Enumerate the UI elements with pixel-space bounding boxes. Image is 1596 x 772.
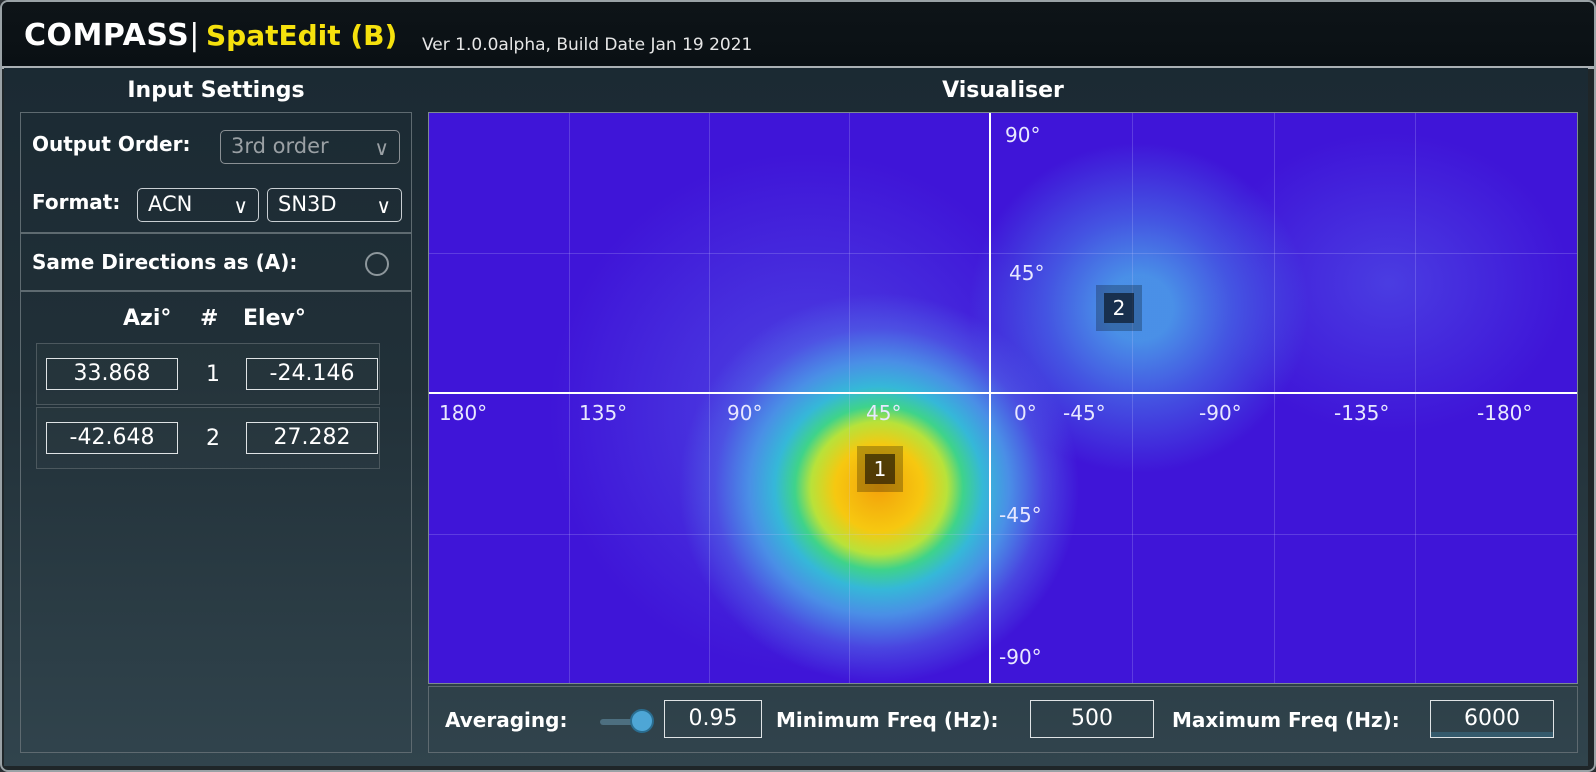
azimuth-tick: 90° xyxy=(727,401,763,425)
azimuth-tick: -45° xyxy=(1063,401,1106,425)
elevation-zero-axis xyxy=(429,392,1577,394)
averaging-value-input[interactable]: 0.95 xyxy=(664,700,762,738)
source-1-marker[interactable]: 1 xyxy=(857,446,903,492)
grid-line xyxy=(429,253,1577,254)
averaging-slider-thumb[interactable] xyxy=(629,709,654,733)
source-1-azimuth-input[interactable]: 33.868 xyxy=(46,358,178,390)
elevation-tick: 90° xyxy=(1005,123,1041,147)
source-2-marker[interactable]: 2 xyxy=(1096,285,1142,331)
input-settings-title: Input Settings xyxy=(127,78,305,103)
divider xyxy=(20,290,412,292)
output-order-dropdown[interactable]: 3rd order ∨ xyxy=(220,130,400,164)
grid-line xyxy=(1274,113,1275,683)
min-freq-input[interactable]: 500 xyxy=(1030,700,1154,738)
elevation-header: Elev° xyxy=(243,306,306,331)
max-freq-input[interactable]: 6000 xyxy=(1430,700,1554,738)
normalisation-value: SN3D xyxy=(278,192,337,216)
source-2-marker-label: 2 xyxy=(1104,293,1134,323)
source-2-index: 2 xyxy=(206,426,220,451)
azimuth-tick: 135° xyxy=(579,401,628,425)
min-freq-label: Minimum Freq (Hz): xyxy=(776,708,999,732)
chevron-down-icon: ∨ xyxy=(374,136,389,160)
source-1-index: 1 xyxy=(206,362,220,387)
source-1-elevation-input[interactable]: -24.146 xyxy=(246,358,378,390)
elevation-tick: -90° xyxy=(999,645,1042,669)
azimuth-tick: -135° xyxy=(1334,401,1390,425)
visualiser-heatmap[interactable]: 180° 135° 90° 45° 0° -45° -90° -135° -18… xyxy=(428,112,1578,684)
elevation-tick: -45° xyxy=(999,503,1042,527)
divider xyxy=(20,232,412,234)
title-bar: COMPASS| SpatEdit (B) Ver 1.0.0alpha, Bu… xyxy=(2,2,1594,69)
chevron-down-icon: ∨ xyxy=(233,194,248,218)
format-label: Format: xyxy=(32,190,121,214)
grid-line xyxy=(709,113,710,683)
channel-order-dropdown[interactable]: ACN ∨ xyxy=(137,188,259,222)
source-1-marker-label: 1 xyxy=(865,454,895,484)
visualiser-title: Visualiser xyxy=(942,78,1064,103)
same-directions-label: Same Directions as (A): xyxy=(32,250,298,274)
azimuth-header: Azi° xyxy=(123,306,172,331)
input-settings-panel xyxy=(20,112,412,753)
averaging-slider-track[interactable] xyxy=(600,719,644,725)
grid-line xyxy=(1132,113,1133,683)
max-freq-label: Maximum Freq (Hz): xyxy=(1172,708,1400,732)
source-row xyxy=(36,343,380,405)
output-order-label: Output Order: xyxy=(32,132,191,156)
azimuth-tick: 180° xyxy=(439,401,488,425)
chevron-down-icon: ∨ xyxy=(376,194,391,218)
app-name: COMPASS| xyxy=(24,18,200,53)
azimuth-tick: 45° xyxy=(866,401,902,425)
azimuth-zero-axis xyxy=(989,113,991,683)
output-order-value: 3rd order xyxy=(231,134,329,158)
grid-line xyxy=(849,113,850,683)
version-text: Ver 1.0.0alpha, Build Date Jan 19 2021 xyxy=(422,35,753,55)
channel-order-value: ACN xyxy=(148,192,193,216)
index-header: # xyxy=(200,306,219,331)
source-2-elevation-input[interactable]: 27.282 xyxy=(246,422,378,454)
source-row xyxy=(36,407,380,469)
source-2-azimuth-input[interactable]: -42.648 xyxy=(46,422,178,454)
normalisation-dropdown[interactable]: SN3D ∨ xyxy=(267,188,402,222)
averaging-label: Averaging: xyxy=(445,708,568,732)
azimuth-tick: -180° xyxy=(1477,401,1533,425)
grid-line xyxy=(429,534,1577,535)
title-separator: | xyxy=(189,18,200,53)
grid-line xyxy=(1415,113,1416,683)
max-freq-value: 6000 xyxy=(1464,706,1520,731)
azimuth-tick: 0° xyxy=(1014,401,1037,425)
elevation-tick: 45° xyxy=(1009,261,1045,285)
grid-line xyxy=(569,113,570,683)
plugin-name: SpatEdit (B) xyxy=(206,19,398,52)
analysis-controls-panel xyxy=(428,686,1578,753)
same-directions-toggle[interactable] xyxy=(365,252,389,276)
heat-blob-source-1 xyxy=(679,293,1079,683)
max-freq-fill xyxy=(1431,732,1553,737)
azimuth-tick: -90° xyxy=(1199,401,1242,425)
